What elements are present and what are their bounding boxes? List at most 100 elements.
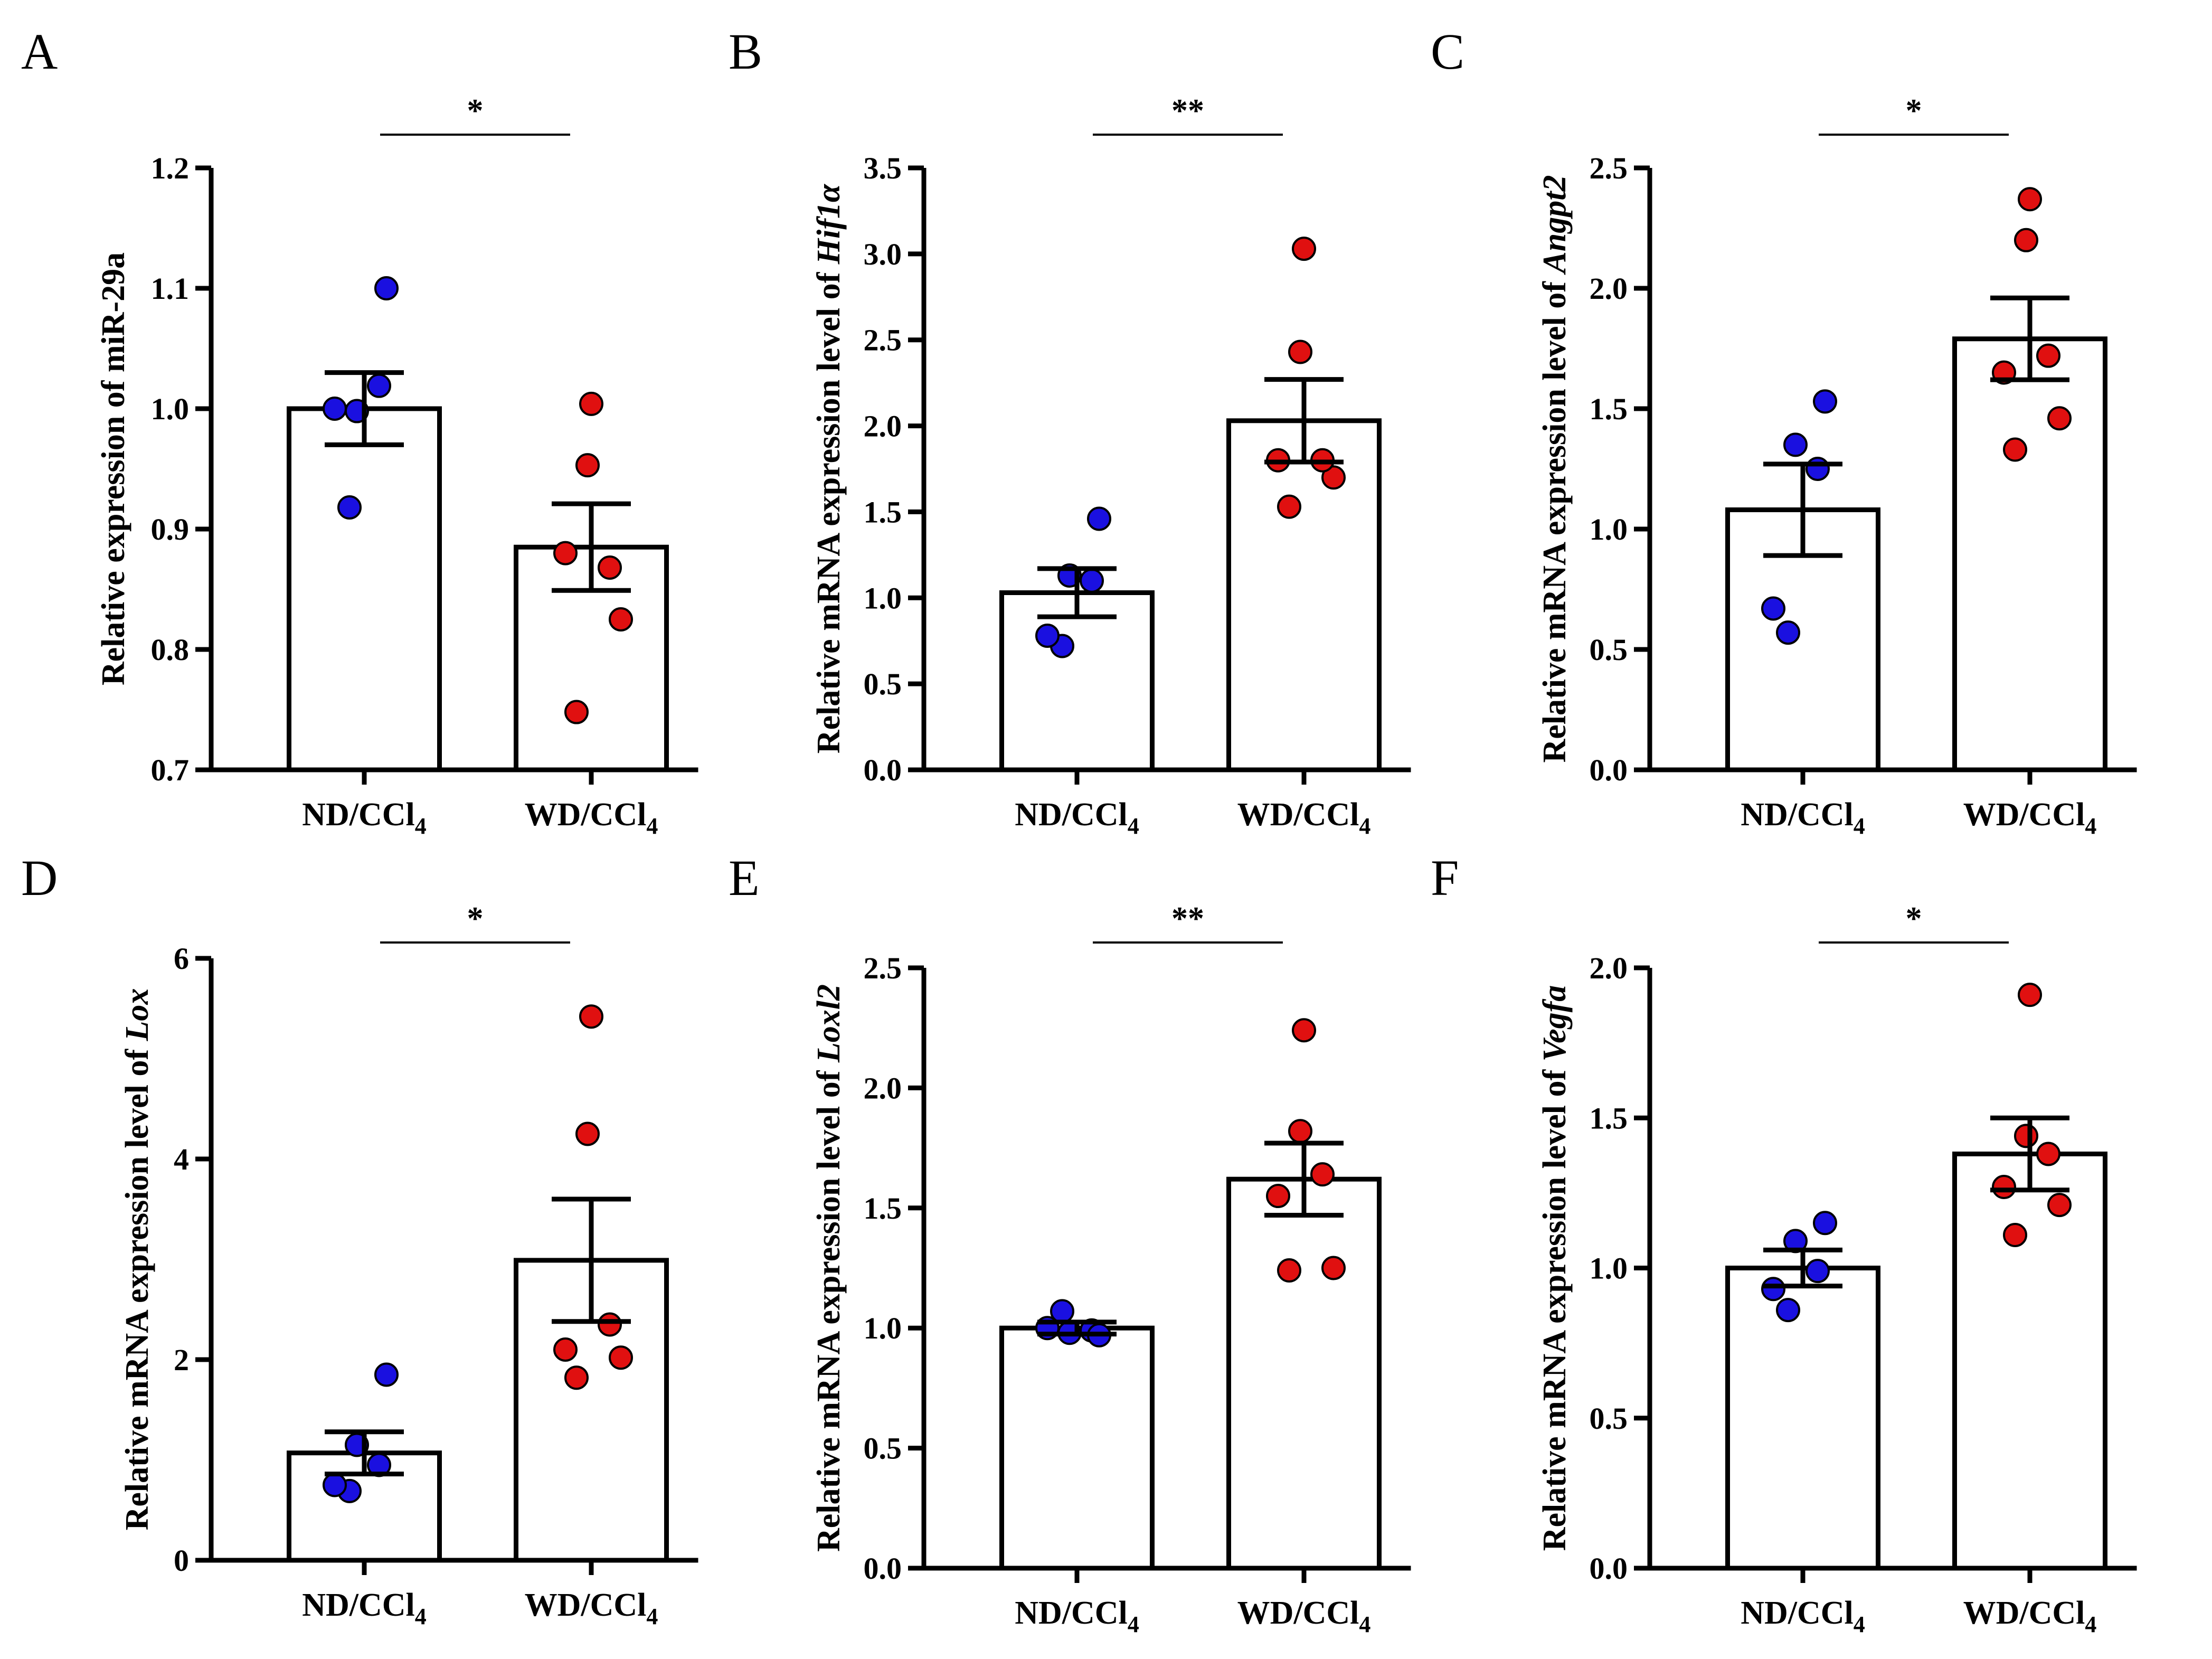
y-tick-label: 1.0 (151, 392, 190, 426)
data-point (2003, 437, 2027, 462)
data-point (564, 1365, 589, 1390)
bar-wd (1952, 1151, 2107, 1571)
y-tick-label: 0.0 (864, 753, 902, 787)
significance-label: * (467, 901, 484, 937)
data-point (1087, 506, 1111, 531)
bar-wd (1226, 1176, 1382, 1571)
y-tick-label: 2.0 (864, 1071, 902, 1105)
x-category-label: ND/CCl4 (1015, 797, 1139, 839)
data-point (553, 1337, 578, 1362)
data-point (1321, 465, 1346, 490)
y-tick-label: 2.0 (864, 409, 902, 444)
data-point (1277, 1258, 1301, 1283)
panel-c: C 0.0 0.5 1.0 1.5 2.0 2.5 ND/CCl4 WD/CCl4 Relativ… (1431, 23, 2137, 839)
y-tick-label: 1.0 (864, 1311, 902, 1345)
y-tick-label: 1.0 (1590, 512, 1628, 546)
data-point (1761, 1277, 1785, 1302)
data-point (2036, 1142, 2060, 1166)
data-point (2014, 1124, 2038, 1148)
x-category-label: ND/CCl4 (1741, 797, 1865, 839)
data-point (553, 541, 578, 565)
data-point (2014, 228, 2038, 252)
y-tick-label: 2.5 (864, 951, 902, 985)
significance-label: ** (1171, 93, 1204, 129)
data-point (1805, 1259, 1830, 1284)
x-category-label: ND/CCl4 (302, 797, 427, 839)
y-tick-label: 1.0 (864, 581, 902, 615)
data-point (1813, 389, 1837, 414)
data-point (1292, 1018, 1316, 1043)
y-axis-label: Relative mRNA expression level of Hif1α (811, 183, 847, 753)
y-tick-label: 6 (174, 941, 189, 976)
y-tick-label: 0.5 (1590, 1401, 1628, 1436)
y-tick-label: 2.0 (1590, 951, 1628, 985)
data-point (1310, 1162, 1335, 1187)
y-tick-label: 3.0 (864, 237, 902, 271)
x-category-label: WD/CCl4 (525, 1587, 658, 1629)
panel-letter: E (729, 850, 760, 906)
data-point (1783, 432, 1808, 457)
panel-b: B 0.0 0.5 1.0 1.5 2.0 2.5 3.0 3.5 ND/CCl4 WD/CCl4 R… (729, 23, 1411, 839)
panel-letter: F (1431, 850, 1459, 906)
y-tick-label: 1.5 (864, 1191, 902, 1226)
y-tick-label: 1.0 (1590, 1251, 1628, 1286)
data-point (1992, 1175, 2016, 1200)
panel-e: E 0.0 0.5 1.0 1.5 2.0 2.5 ND/CCl4 WD/CCl4 Relativ… (729, 850, 1411, 1637)
data-point (1288, 1119, 1312, 1144)
y-tick-label: 3.5 (864, 151, 902, 185)
data-point (1288, 340, 1312, 364)
y-axis-label: Relative mRNA expression level of Vegfa (1537, 985, 1573, 1551)
data-point (374, 1362, 399, 1387)
y-tick-label: 4 (174, 1142, 189, 1176)
bar-nd (1725, 1266, 1880, 1571)
data-point (2018, 187, 2042, 212)
significance-label: * (1906, 901, 1922, 937)
panel-letter: A (21, 23, 58, 80)
data-point (2036, 343, 2060, 368)
y-axis-label: Relative expression of miR-29a (96, 252, 131, 685)
bar-nd (999, 1325, 1155, 1571)
data-point (609, 607, 633, 631)
significance-label: * (467, 93, 484, 129)
data-point (598, 1312, 622, 1337)
data-point (337, 495, 362, 520)
data-point (1277, 494, 1301, 519)
y-tick-label: 2.5 (864, 323, 902, 357)
y-tick-label: 0 (174, 1543, 189, 1578)
data-point (2047, 1193, 2072, 1218)
x-category-label: ND/CCl4 (1741, 1595, 1865, 1637)
data-point (579, 1004, 603, 1029)
data-point (2003, 1222, 2027, 1247)
data-point (323, 1473, 347, 1497)
data-point (1080, 568, 1104, 593)
y-tick-label: 2 (174, 1343, 189, 1377)
y-axis-label: Relative mRNA expression level of Loxl2 (811, 984, 847, 1552)
y-tick-label: 0.0 (1590, 1551, 1628, 1586)
x-category-label: ND/CCl4 (1015, 1595, 1139, 1637)
y-tick-label: 0.7 (151, 753, 190, 787)
data-point (609, 1345, 633, 1370)
data-point (1813, 1211, 1837, 1236)
y-tick-label: 0.0 (864, 1551, 902, 1586)
data-point (323, 397, 347, 421)
y-tick-label: 0.5 (864, 1431, 902, 1466)
data-point (564, 700, 589, 724)
y-axis-label: Relative mRNA expression level of Lox (119, 988, 155, 1531)
y-tick-label: 1.5 (1590, 1101, 1628, 1135)
x-category-label: ND/CCl4 (302, 1587, 427, 1629)
y-tick-label: 0.5 (864, 667, 902, 701)
panel-a: A 0.7 0.8 0.9 1.0 1.1 1.2 ND/CCl4 WD/CCl4 Relativ… (21, 23, 698, 839)
x-category-label: WD/CCl4 (1237, 797, 1371, 839)
panel-letter: C (1431, 23, 1464, 80)
significance-label: ** (1171, 901, 1204, 937)
y-tick-label: 1.5 (1590, 392, 1628, 426)
bar-wd (1952, 336, 2107, 772)
panel-letter: D (21, 850, 58, 906)
data-point (2018, 983, 2042, 1007)
data-point (1321, 1256, 1346, 1280)
data-point (1805, 457, 1830, 481)
panel-letter: B (729, 23, 762, 80)
panel-d: D 0 2 4 6 ND/CCl4 WD/CCl4 Relative mRNA express… (21, 850, 698, 1629)
data-point (579, 391, 603, 416)
